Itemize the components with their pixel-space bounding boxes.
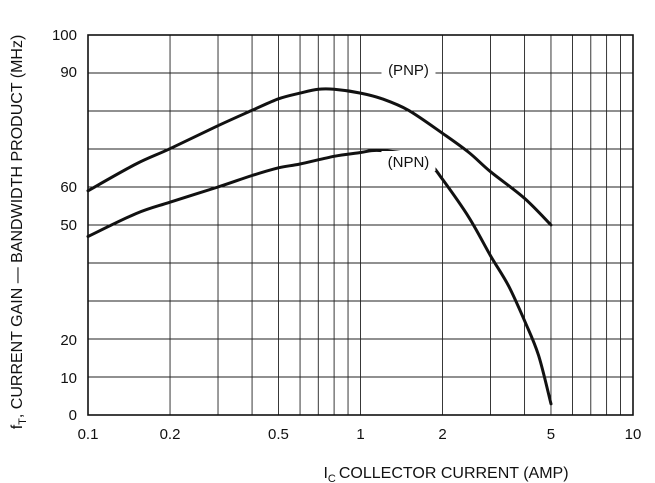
y-axis-title-symbol: f xyxy=(9,424,26,429)
y-tick-label: 10 xyxy=(60,370,77,387)
x-tick-labels: 0.1 0.2 0.5 1 2 5 10 xyxy=(78,426,642,443)
y-tick-label: 90 xyxy=(60,64,77,81)
series-label-pnp: (PNP) xyxy=(388,62,429,79)
x-axis-title-symbol: I xyxy=(323,465,327,482)
x-tick-label: 0.1 xyxy=(78,426,99,443)
y-axis-title-sub: T xyxy=(17,418,29,425)
x-tick-label: 10 xyxy=(625,426,642,443)
series-label-backing xyxy=(381,151,436,171)
y-tick-label: 0 xyxy=(69,407,77,424)
x-axis-title-sub: C xyxy=(328,473,336,483)
plot-frame xyxy=(87,34,634,416)
x-axis-title: IC COLLECTOR CURRENT (AMP) xyxy=(323,465,568,483)
x-tick-label: 2 xyxy=(438,426,446,443)
series-label-npn: (NPN) xyxy=(388,154,430,171)
x-tick-label: 0.2 xyxy=(160,426,181,443)
series-line-pnp xyxy=(86,87,553,227)
series-layer: (PNP) (NPN) xyxy=(86,59,553,406)
y-tick-labels: 0 10 20 50 60 90 100 xyxy=(52,27,77,424)
y-tick-label: 60 xyxy=(60,179,77,196)
y-tick-label: 100 xyxy=(52,27,77,44)
x-tick-label: 5 xyxy=(547,426,555,443)
y-axis-title: fT, CURRENT GAIN — BANDWIDTH PRODUCT (MH… xyxy=(9,35,29,430)
x-tick-label: 0.5 xyxy=(268,426,289,443)
x-axis-title-text: COLLECTOR CURRENT (AMP) xyxy=(339,465,569,482)
y-axis-title-text: , CURRENT GAIN — BANDWIDTH PRODUCT (MHz) xyxy=(9,35,26,418)
y-tick-label: 50 xyxy=(60,217,77,234)
series-label-backing xyxy=(381,59,436,79)
series-line-npn xyxy=(86,148,553,406)
x-tick-label: 1 xyxy=(356,426,364,443)
y-tick-label: 20 xyxy=(60,332,77,349)
